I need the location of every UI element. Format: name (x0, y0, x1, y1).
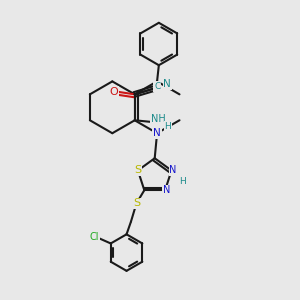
Text: N: N (163, 185, 170, 195)
Text: O: O (109, 87, 118, 97)
Text: N: N (163, 79, 171, 89)
Text: N: N (169, 166, 177, 176)
Text: Cl: Cl (90, 232, 99, 242)
Text: H: H (179, 177, 186, 186)
Text: H: H (164, 122, 171, 131)
Text: S: S (133, 198, 140, 208)
Text: C: C (154, 82, 161, 91)
Text: N: N (153, 128, 161, 138)
Text: S: S (134, 166, 142, 176)
Text: NH: NH (151, 114, 166, 124)
